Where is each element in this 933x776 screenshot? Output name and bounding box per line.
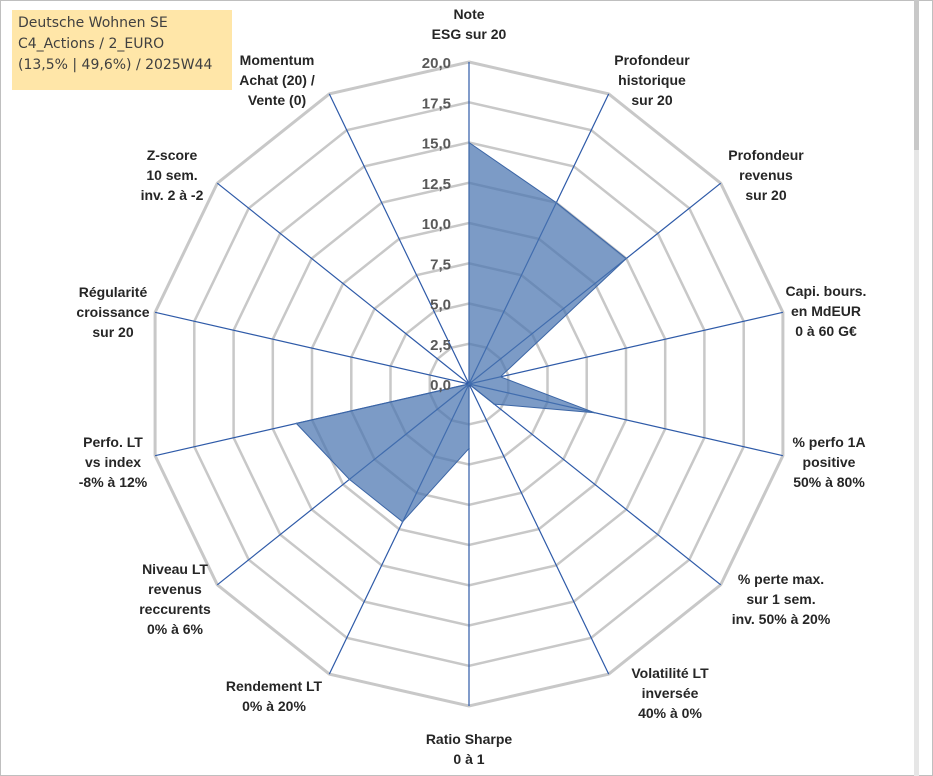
- axis-label-line: Achat (20) /: [239, 72, 315, 88]
- tick-label-0: 0,0: [430, 377, 451, 394]
- data-point-7: [468, 447, 470, 450]
- spoke-11: [154, 311, 470, 385]
- axis-label-line: Profondeur: [728, 147, 804, 163]
- axis-label-line: Ratio Sharpe: [426, 731, 513, 747]
- data-point-3: [499, 376, 502, 378]
- axis-label-2: Profondeur revenus sur 20: [728, 147, 804, 203]
- axis-label-9: Niveau LT revenus reccurents 0% à 6%: [139, 561, 211, 637]
- spoke-5: [468, 383, 722, 586]
- data-point-1: [555, 201, 558, 204]
- axis-label-line: historique: [618, 72, 686, 88]
- axis-label-line: Volatilité LT: [631, 665, 709, 681]
- axis-label-line: sur 20: [92, 324, 133, 340]
- tick-label-5: 12,5: [422, 176, 451, 193]
- axis-label-12: Z-score 10 sem. inv. 2 à -2: [141, 147, 204, 203]
- axis-label-line: vs index: [85, 454, 141, 470]
- tick-label-4: 10,0: [422, 216, 451, 233]
- spoke-12: [216, 182, 470, 385]
- axis-label-line: % perte max.: [738, 571, 824, 587]
- axis-label-line: revenus: [739, 167, 793, 183]
- data-point-13: [468, 383, 470, 385]
- axis-label-line: 0 à 1: [453, 751, 484, 767]
- axis-label-line: Profondeur: [614, 52, 690, 68]
- axis-label-line: inv. 50% à 20%: [732, 611, 831, 627]
- axis-label-line: Z-score: [147, 147, 198, 163]
- axis-label-line: -8% à 12%: [79, 474, 148, 490]
- axis-label-line: ESG sur 20: [432, 26, 507, 42]
- axis-label-line: Perfo. LT: [83, 434, 143, 450]
- axis-label-line: sur 20: [631, 92, 672, 108]
- scrollbar-thumb[interactable]: [914, 0, 919, 150]
- axis-label-line: Niveau LT: [142, 561, 208, 577]
- axis-label-line: sur 20: [745, 187, 786, 203]
- axis-label-3: Capi. bours. en MdEUR 0 à 60 G€: [786, 283, 867, 339]
- axis-label-line: inversée: [642, 685, 699, 701]
- axis-label-line: 0 à 60 G€: [795, 323, 857, 339]
- data-point-0: [468, 141, 470, 144]
- company-name: Deutsche Wohnen SE: [18, 15, 168, 31]
- axis-label-line: Momentum: [240, 52, 315, 68]
- data-point-5: [493, 403, 496, 405]
- axis-label-line: 40% à 0%: [638, 705, 702, 721]
- axis-label-line: croissance: [76, 304, 149, 320]
- axis-label-line: positive: [803, 454, 856, 470]
- series-area-0: [295, 141, 628, 523]
- axis-label-line: Note: [453, 6, 484, 22]
- axis-label-11: Régularité croissance sur 20: [76, 284, 149, 340]
- tick-label-2: 5,0: [430, 297, 451, 314]
- tick-label-1: 2,5: [430, 337, 451, 354]
- axis-label-13: Momentum Achat (20) / Vente (0): [239, 52, 315, 108]
- tick-label-3: 7,5: [430, 256, 451, 273]
- axis-label-line: Régularité: [79, 284, 148, 300]
- axis-label-line: inv. 2 à -2: [141, 187, 204, 203]
- axis-label-0: Note ESG sur 20: [432, 6, 507, 42]
- axis-label-6: Volatilité LT inversée 40% à 0%: [631, 665, 709, 721]
- spoke-3: [468, 311, 784, 385]
- axis-label-10: Perfo. LT vs index -8% à 12%: [79, 434, 148, 490]
- axis-label-7: Ratio Sharpe 0 à 1: [426, 731, 513, 767]
- axis-label-line: revenus: [148, 581, 202, 597]
- data-point-8: [401, 521, 404, 523]
- axis-label-4: % perfo 1A positive 50% à 80%: [792, 434, 865, 490]
- tick-label-7: 17,5: [422, 95, 451, 112]
- radar-axis-labels: Note ESG sur 20 Profondeur historique sur 20…: [76, 6, 866, 767]
- title-box: Deutsche Wohnen SE C4_Actions / 2_EURO (…: [12, 10, 232, 90]
- axis-label-8: Rendement LT 0% à 20%: [226, 678, 323, 714]
- scrollbar-track[interactable]: [914, 0, 919, 776]
- axis-label-line: 0% à 6%: [147, 621, 204, 637]
- axis-label-line: % perfo 1A: [792, 434, 865, 450]
- radar-tick-labels: 0,0 2,5 5,0 7,5 10,0 12,5 15,0 17,5 20,0: [422, 55, 451, 394]
- tick-label-6: 15,0: [422, 136, 451, 153]
- axis-label-line: Capi. bours.: [786, 283, 867, 299]
- spoke-13: [328, 93, 470, 385]
- axis-label-line: Vente (0): [248, 92, 306, 108]
- data-point-4: [593, 411, 596, 414]
- data-point-2: [625, 257, 628, 260]
- tick-label-8: 20,0: [422, 55, 451, 72]
- axis-label-line: reccurents: [139, 601, 211, 617]
- data-point-10: [295, 422, 298, 425]
- data-point-9: [348, 478, 351, 481]
- axis-label-line: en MdEUR: [791, 303, 861, 319]
- axis-label-5: % perte max. sur 1 sem. inv. 50% à 20%: [732, 571, 831, 627]
- axis-label-line: 0% à 20%: [242, 698, 306, 714]
- score-summary: (13,5% | 49,6%) / 2025W44: [18, 57, 213, 73]
- axis-label-line: Rendement LT: [226, 678, 323, 694]
- category-label: C4_Actions / 2_EURO: [18, 36, 165, 52]
- axis-label-line: 50% à 80%: [793, 474, 865, 490]
- spoke-6: [468, 383, 610, 675]
- axis-label-1: Profondeur historique sur 20: [614, 52, 690, 108]
- axis-label-line: 10 sem.: [146, 167, 197, 183]
- radar-series: [295, 141, 628, 523]
- axis-label-line: sur 1 sem.: [746, 591, 815, 607]
